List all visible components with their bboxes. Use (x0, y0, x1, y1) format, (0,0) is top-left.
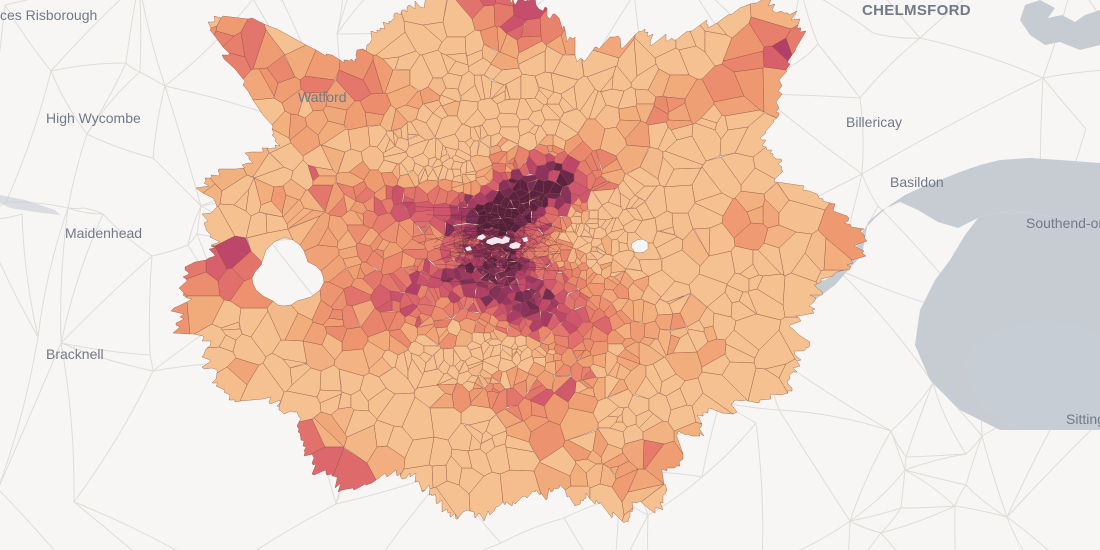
svg-text:Billericay: Billericay (846, 114, 902, 130)
svg-text:ces Risborough: ces Risborough (0, 7, 97, 23)
svg-text:Basildon: Basildon (890, 174, 944, 190)
svg-text:Bracknell: Bracknell (46, 346, 104, 362)
svg-text:Maidenhead: Maidenhead (65, 225, 142, 241)
svg-text:CHELMSFORD: CHELMSFORD (862, 2, 971, 19)
svg-text:Sittingbourne: Sittingbourne (1066, 411, 1100, 427)
svg-text:Watford: Watford (298, 89, 347, 105)
svg-text:Southend-on-Sea: Southend-on-Sea (1026, 215, 1100, 231)
svg-text:High Wycombe: High Wycombe (46, 110, 141, 126)
